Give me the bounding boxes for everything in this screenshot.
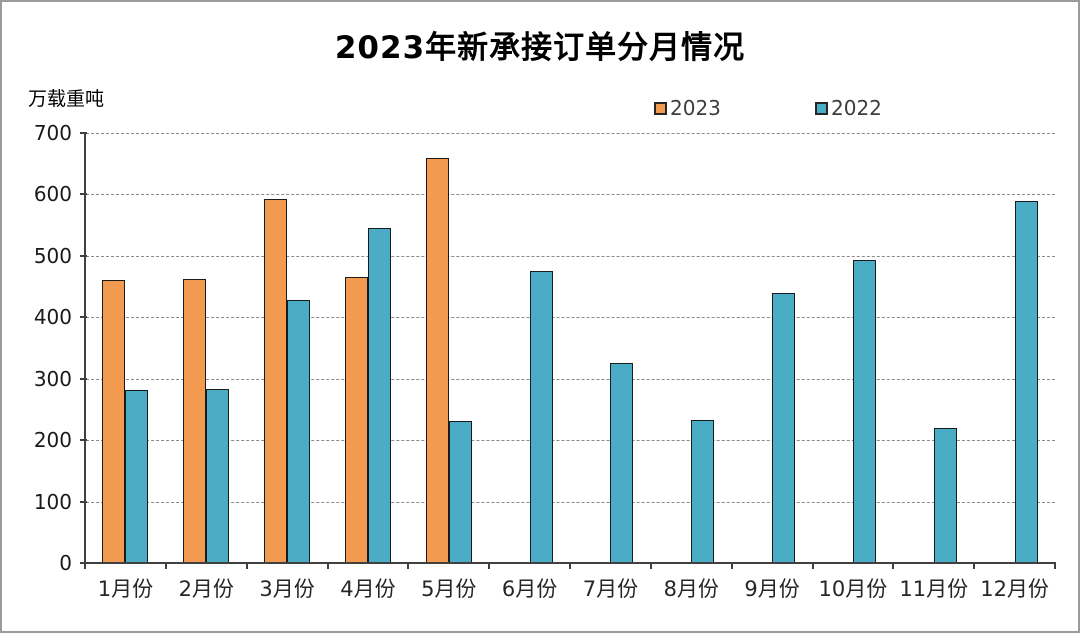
bar-2022-8月份 (691, 420, 715, 563)
bar-2022-7月份 (610, 362, 634, 563)
x-tick-mark (973, 563, 976, 569)
legend-item-2022: 2022 (815, 96, 882, 120)
y-tick-mark (80, 193, 87, 196)
chart-title: 2023年新承接订单分月情况 (334, 30, 746, 66)
x-axis-label-1月份: 1月份 (97, 577, 154, 601)
x-tick-mark (649, 563, 652, 569)
x-axis-label-7月份: 7月份 (582, 577, 639, 601)
y-tick-label: 400 (33, 305, 72, 330)
bar-2022-2月份 (206, 389, 230, 563)
x-axis-label-8月份: 8月份 (663, 577, 719, 601)
x-tick-mark (245, 563, 248, 569)
legend-item-2023: 2023 (654, 96, 721, 120)
bar-2022-5月份 (448, 421, 472, 563)
gridline-500 (86, 255, 1055, 257)
x-tick-mark (164, 563, 167, 569)
y-tick-mark (80, 254, 87, 257)
y-tick-label: 200 (33, 428, 72, 453)
bar-2022-9月份 (772, 292, 796, 563)
y-axis-unit-label: 万载重吨 (28, 88, 105, 110)
y-tick-label: 700 (33, 121, 72, 145)
y-tick-mark (80, 562, 87, 564)
bar-2022-3月份 (287, 300, 311, 563)
gridline-100 (86, 501, 1055, 503)
y-tick-label: 500 (33, 243, 72, 268)
bar-2022-6月份 (529, 270, 553, 563)
y-tick-label: 300 (33, 366, 72, 391)
x-axis-label-5月份: 5月份 (421, 577, 477, 601)
y-tick-label: 0 (59, 551, 72, 575)
legend-label-2022: 2022 (831, 96, 882, 120)
gridline-600 (86, 194, 1055, 196)
gridline-700 (86, 133, 1055, 134)
x-axis-label-6月份: 6月份 (501, 577, 558, 601)
legend-swatch-2022-icon (815, 101, 828, 115)
y-tick-mark (80, 439, 87, 442)
x-tick-mark (892, 563, 895, 569)
bar-2023-1月份 (102, 280, 126, 563)
x-axis-label-12月份: 12月份 (980, 577, 1049, 601)
x-axis-label-3月份: 3月份 (259, 577, 315, 601)
x-axis-label-10月份: 10月份 (818, 577, 888, 601)
legend-label-2023: 2023 (670, 96, 721, 120)
x-axis-label-9月份: 9月份 (744, 577, 800, 601)
x-tick-mark (730, 563, 733, 569)
x-axis-line (84, 562, 1056, 564)
bar-2023-5月份 (425, 158, 449, 563)
x-tick-mark (488, 563, 491, 569)
y-tick-label: 100 (33, 489, 72, 514)
x-tick-mark (84, 563, 86, 569)
x-tick-mark (1054, 563, 1056, 569)
y-tick-mark (80, 500, 87, 503)
legend-swatch-2023-icon (654, 101, 667, 115)
gridline-300 (86, 378, 1055, 380)
bar-2022-4月份 (367, 227, 391, 563)
gridline-400 (86, 317, 1055, 319)
bar-2022-1月份 (125, 389, 149, 563)
x-axis-label-4月份: 4月份 (340, 577, 396, 601)
bar-2022-10月份 (852, 260, 876, 563)
x-tick-mark (407, 563, 410, 569)
bar-2023-4月份 (344, 276, 368, 563)
x-tick-mark (326, 563, 329, 569)
bar-2022-12月份 (1014, 200, 1038, 563)
y-tick-mark (80, 132, 87, 134)
y-tick-label: 600 (33, 182, 72, 207)
y-tick-mark (80, 377, 87, 380)
x-axis-label-2月份: 2月份 (178, 577, 234, 601)
bar-2022-11月份 (933, 427, 957, 563)
x-tick-mark (569, 563, 571, 569)
y-tick-mark (80, 316, 87, 319)
bar-2023-3月份 (264, 198, 288, 563)
x-tick-mark (811, 563, 814, 569)
x-axis-label-11月份: 11月份 (899, 577, 969, 601)
y-axis-line (84, 133, 86, 564)
bar-2023-2月份 (183, 279, 207, 563)
gridline-200 (86, 440, 1055, 442)
